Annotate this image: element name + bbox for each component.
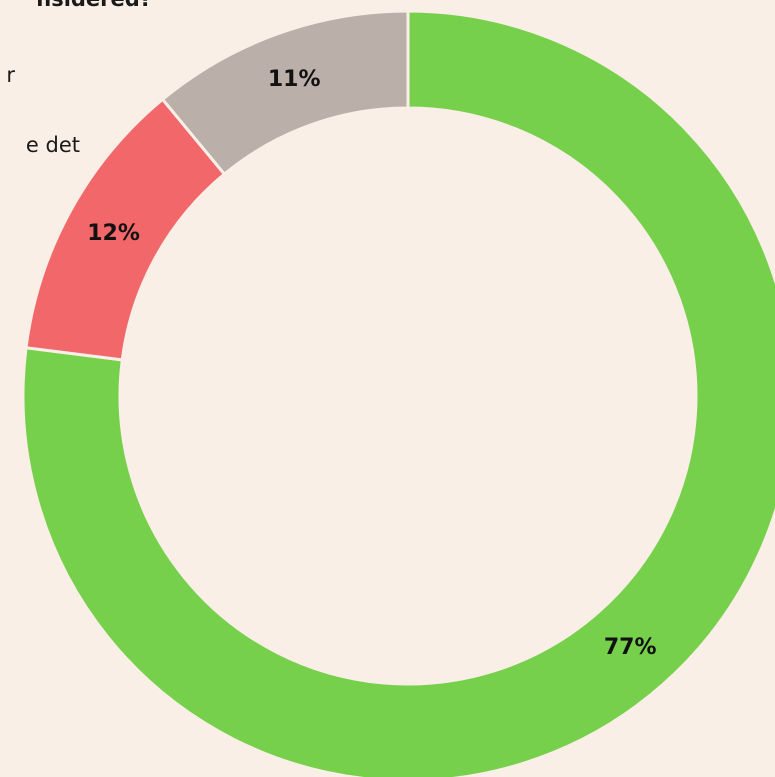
donut-segment: [160, 9, 410, 177]
value-label: 12%: [87, 221, 140, 246]
option-text: r: [6, 63, 15, 87]
value-label: 77%: [604, 635, 657, 660]
question-text: nsidered?: [36, 0, 152, 11]
donut-chart: 77% 12% 11%: [21, 9, 775, 777]
donut-segment: [21, 9, 775, 777]
option-text: e det: [26, 133, 80, 157]
value-label: 11%: [268, 67, 321, 92]
